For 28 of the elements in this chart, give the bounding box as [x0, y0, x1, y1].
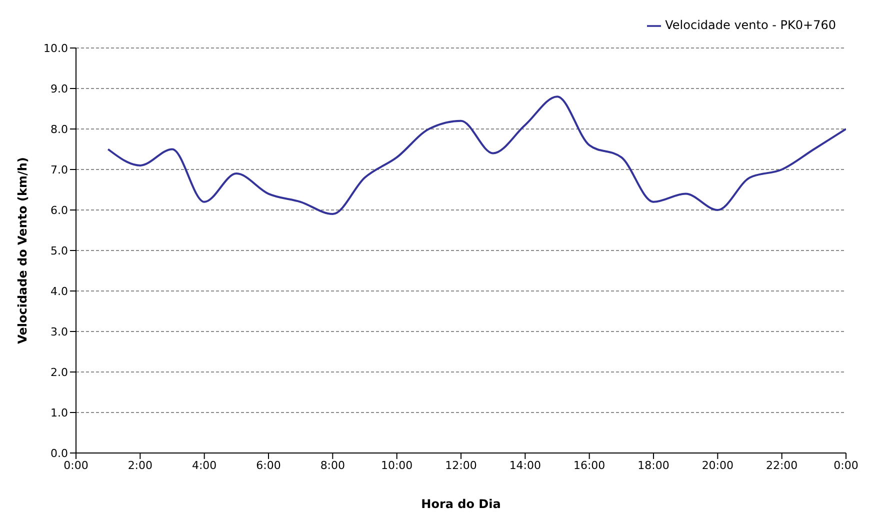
x-tick-label: 4:00: [192, 458, 217, 472]
x-tick-label: 8:00: [320, 458, 346, 472]
y-tick-label: 5.0: [50, 244, 68, 258]
x-tick-label: 20:00: [702, 458, 734, 472]
y-tick-label: 8.0: [50, 122, 68, 136]
x-tick-label: 18:00: [638, 458, 670, 472]
x-tick-label: 12:00: [445, 458, 477, 472]
y-tick-label: 0.0: [50, 446, 68, 460]
y-tick-label: 4.0: [50, 284, 68, 298]
y-tick-label: 1.0: [50, 406, 68, 420]
x-tick-label: 0:00: [64, 458, 88, 472]
line-series: [107, 96, 846, 216]
x-tick-label: 6:00: [256, 458, 281, 472]
x-tick-label: 22:00: [766, 458, 798, 472]
y-tick-label: 3.0: [50, 325, 68, 338]
y-tick-label: 6.0: [50, 204, 68, 217]
y-axis-title: Velocidade do Vento (km/h): [15, 157, 30, 344]
x-axis-title: Hora do Dia: [421, 497, 501, 511]
x-tick-label: 2:00: [128, 458, 153, 472]
y-tick-label: 10.0: [44, 42, 68, 55]
y-tick-label: 7.0: [50, 163, 68, 176]
x-tick-label: 16:00: [573, 458, 606, 472]
y-tick-label: 9.0: [50, 82, 68, 96]
y-tick-label: 2.0: [50, 366, 68, 379]
x-tick-label: 0:00: [834, 458, 858, 472]
x-tick-label: 14:00: [509, 458, 542, 472]
legend-label: Velocidade vento - PK0+760: [665, 18, 836, 32]
x-tick-label: 10:00: [380, 458, 413, 472]
